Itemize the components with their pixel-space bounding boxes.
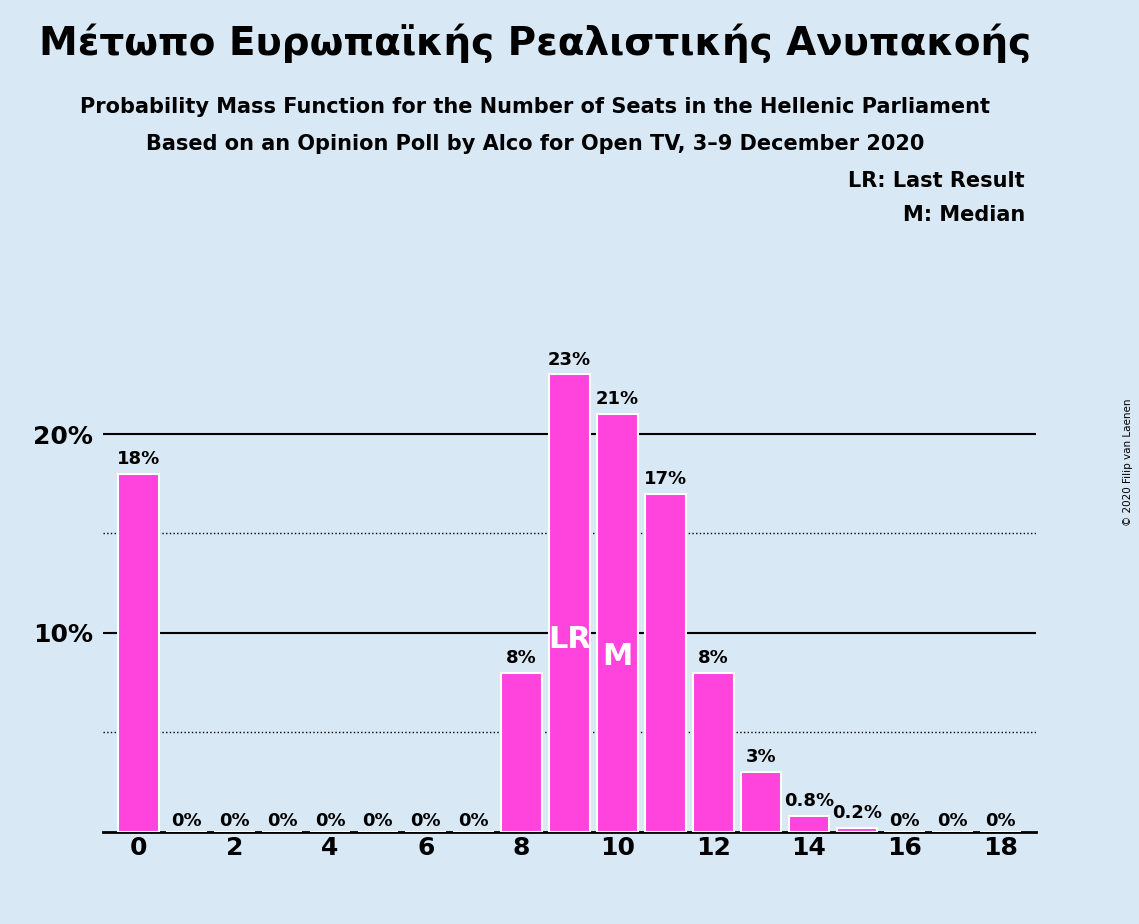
Text: Probability Mass Function for the Number of Seats in the Hellenic Parliament: Probability Mass Function for the Number…	[81, 97, 990, 117]
Text: 0%: 0%	[458, 811, 489, 830]
Text: 8%: 8%	[698, 649, 729, 666]
Text: 0%: 0%	[171, 811, 202, 830]
Bar	[740, 772, 781, 832]
Text: 0%: 0%	[410, 811, 441, 830]
Text: © 2020 Filip van Laenen: © 2020 Filip van Laenen	[1123, 398, 1133, 526]
Text: 3%: 3%	[746, 748, 777, 766]
Bar	[549, 374, 590, 832]
Text: 0%: 0%	[985, 811, 1016, 830]
Text: 23%: 23%	[548, 350, 591, 369]
Bar	[788, 816, 829, 832]
Bar	[118, 474, 158, 832]
Bar	[836, 828, 877, 832]
Text: Based on an Opinion Poll by Alco for Open TV, 3–9 December 2020: Based on an Opinion Poll by Alco for Ope…	[146, 134, 925, 154]
Text: 0%: 0%	[267, 811, 297, 830]
Bar	[501, 673, 542, 832]
Bar	[597, 414, 638, 832]
Text: 0.8%: 0.8%	[784, 792, 834, 809]
Text: 0%: 0%	[314, 811, 345, 830]
Bar	[693, 673, 734, 832]
Text: 0%: 0%	[890, 811, 920, 830]
Text: 17%: 17%	[644, 469, 687, 488]
Text: 0%: 0%	[362, 811, 393, 830]
Text: LR: LR	[548, 626, 591, 654]
Text: LR: Last Result: LR: Last Result	[849, 171, 1025, 191]
Text: 0.2%: 0.2%	[831, 804, 882, 821]
Text: M: Median: M: Median	[903, 205, 1025, 225]
Text: Μέτωπο Ευρωπαϊκής Ρεαλιστικής Ανυπακοής: Μέτωπο Ευρωπαϊκής Ρεαλιστικής Ανυπακοής	[39, 23, 1032, 63]
Text: 21%: 21%	[596, 390, 639, 408]
Text: 0%: 0%	[219, 811, 249, 830]
Bar	[645, 493, 686, 832]
Text: 18%: 18%	[117, 450, 161, 468]
Text: 0%: 0%	[937, 811, 968, 830]
Text: M: M	[603, 642, 632, 671]
Text: 8%: 8%	[506, 649, 536, 666]
